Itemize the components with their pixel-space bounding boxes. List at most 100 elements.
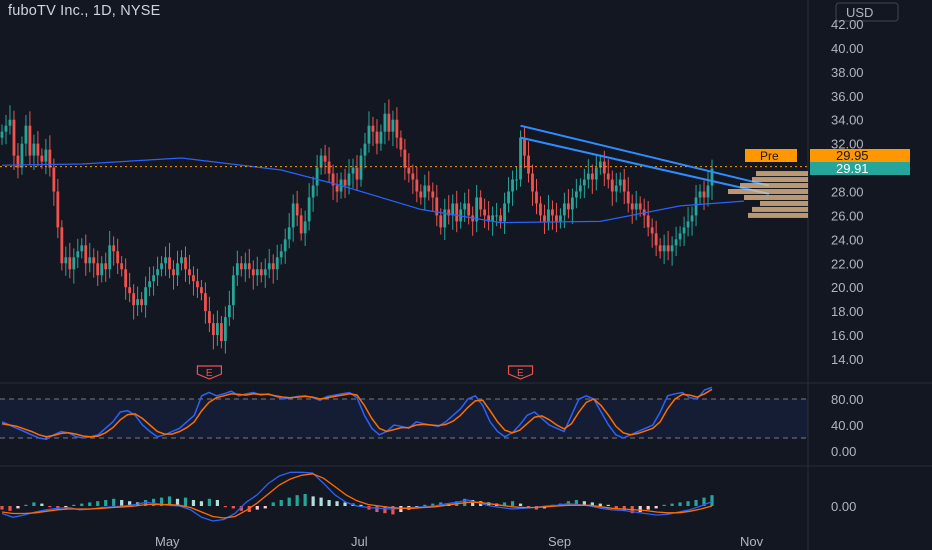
candle-body xyxy=(60,227,64,264)
candle-body xyxy=(455,203,459,222)
macd-histogram-bar xyxy=(159,497,164,506)
macd-histogram-bar xyxy=(614,506,618,509)
macd-histogram-bar xyxy=(279,500,283,506)
trendline xyxy=(520,124,770,187)
candle-body xyxy=(247,263,251,270)
candle-body xyxy=(519,137,522,180)
macd-histogram-bar xyxy=(582,501,586,506)
candle-body xyxy=(650,227,654,234)
candle-body xyxy=(407,167,411,174)
candle-body xyxy=(662,245,666,252)
macd-histogram-bar xyxy=(510,501,515,506)
candle-body xyxy=(12,119,16,156)
candle-body xyxy=(694,197,698,216)
candle-body xyxy=(543,215,546,222)
candle-body xyxy=(606,173,610,180)
candle-body xyxy=(431,191,435,198)
candle-body xyxy=(200,287,203,294)
candle-body xyxy=(343,179,347,186)
macd-histogram-bar xyxy=(271,502,275,506)
candle-body xyxy=(423,185,427,198)
candle-body xyxy=(160,263,163,270)
candle-body xyxy=(148,281,151,288)
macd-histogram-bar xyxy=(104,500,108,506)
candle-body xyxy=(307,197,311,222)
candle-body xyxy=(539,203,542,216)
macd-histogram-bar xyxy=(32,502,36,506)
candle-body xyxy=(487,215,491,222)
candle-body xyxy=(56,191,60,228)
candle-body xyxy=(80,245,84,252)
candle-body xyxy=(674,239,678,246)
candle-body xyxy=(144,287,147,306)
macd-histogram-bar xyxy=(96,501,100,506)
macd-histogram-bar xyxy=(574,500,578,506)
candle-body xyxy=(590,173,594,180)
candle-body xyxy=(391,119,395,132)
candle-body xyxy=(168,257,171,270)
candle-body xyxy=(598,161,602,168)
macd-histogram-bar xyxy=(399,506,403,512)
candle-body xyxy=(223,317,227,342)
candle-body xyxy=(235,263,239,276)
candle-body xyxy=(323,155,327,162)
currency-box xyxy=(835,2,899,22)
macd-histogram-bar xyxy=(295,495,299,506)
candle-body xyxy=(567,203,570,210)
candle-body xyxy=(379,131,383,144)
macd-histogram-bar xyxy=(311,496,315,506)
candle-body xyxy=(319,155,323,168)
candle-body xyxy=(415,179,419,192)
candle-body xyxy=(678,233,682,240)
candle-body xyxy=(399,137,403,150)
candle-body xyxy=(291,203,295,228)
candle-body xyxy=(495,215,499,217)
candle-body xyxy=(32,143,36,156)
candle-body xyxy=(188,269,191,276)
candle-body xyxy=(108,245,112,270)
candle-body xyxy=(192,275,195,282)
candle-body xyxy=(666,245,670,252)
last-price-badge xyxy=(810,162,910,175)
candle-body xyxy=(120,263,124,270)
price-tick-label: 14.00 xyxy=(831,352,864,367)
candle-body xyxy=(618,179,622,186)
candle-body xyxy=(686,221,690,228)
candle-body xyxy=(112,245,116,252)
macd-histogram-bar xyxy=(0,506,4,510)
trendline xyxy=(520,136,770,195)
macd-histogram-bar xyxy=(239,506,243,511)
macd-histogram-bar xyxy=(471,500,475,506)
candle-body xyxy=(435,197,439,216)
macd-histogram-bar xyxy=(223,506,227,508)
candle-body xyxy=(658,245,662,252)
macd-histogram-bar xyxy=(375,506,379,512)
candle-body xyxy=(483,209,487,216)
price-tick-label: 34.00 xyxy=(831,113,864,128)
candle-body xyxy=(164,257,167,264)
macd-line-0 xyxy=(1,471,713,522)
macd-histogram-bar xyxy=(686,501,690,506)
candle-body xyxy=(16,155,20,168)
candle-body xyxy=(570,197,574,210)
candle-body xyxy=(582,179,586,186)
candle-body xyxy=(403,149,407,168)
volume-profile-bar xyxy=(740,183,808,189)
candle-body xyxy=(136,299,140,306)
volume-profile-bar xyxy=(752,206,808,212)
candle-body xyxy=(630,203,634,210)
candle-body xyxy=(303,221,307,234)
price-tick-label: 28.00 xyxy=(831,185,864,200)
candle-body xyxy=(387,113,391,132)
pre-price-badge xyxy=(810,149,910,162)
earnings-marker-label: E xyxy=(206,368,213,379)
price-tick-label: 40.00 xyxy=(831,41,864,56)
price-tick-label: 38.00 xyxy=(831,65,864,80)
exchange-label: NYSE xyxy=(120,3,161,19)
candle-body xyxy=(395,119,399,138)
candle-body xyxy=(212,323,215,336)
macd-histogram-bar xyxy=(112,498,116,506)
candle-body xyxy=(8,119,12,126)
macd-histogram-bar xyxy=(423,504,427,506)
